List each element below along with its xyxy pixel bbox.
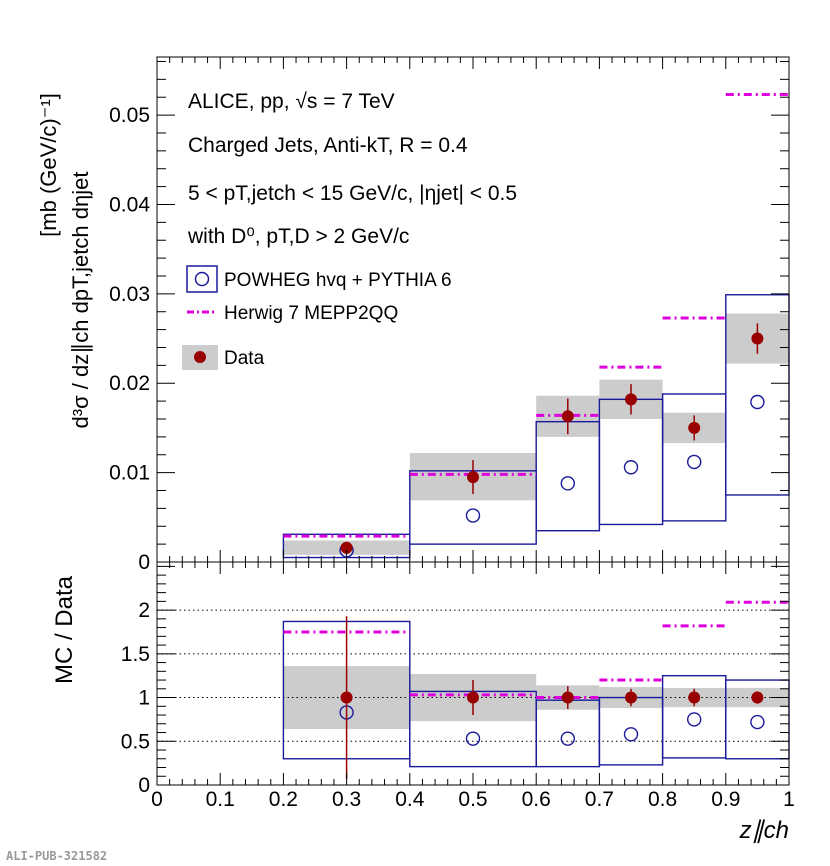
bottom-y-axis-title: MC / Data [51, 575, 78, 684]
bottom-y-tick-label: 2 [138, 599, 150, 622]
top-powheg-marker [560, 476, 575, 491]
x-tick-label: 0.7 [585, 788, 614, 811]
bottom-data-marker [561, 691, 574, 704]
bottom-data-marker [340, 691, 353, 704]
bottom-powheg-marker [560, 731, 575, 746]
x-tick-label: 0 [151, 788, 163, 811]
bottom-powheg-marker [750, 714, 765, 730]
top-y-tick-label: 0.01 [109, 462, 150, 485]
top-y-tick-label: 0 [138, 551, 150, 574]
legend-powheg-marker [194, 271, 210, 287]
x-axis-title: z∥ch [739, 817, 789, 844]
legend-powheg-label: POWHEG hvq + PYTHIA 6 [224, 270, 452, 291]
bottom-powheg-marker [623, 727, 639, 742]
top-y-axis-unit: [mb (GeV/c)⁻¹] [36, 93, 61, 237]
top-powheg-marker [687, 454, 702, 470]
markers-layer [339, 323, 765, 779]
top-data-marker [340, 541, 353, 554]
top-powheg-marker [623, 460, 639, 475]
x-tick-label: 0.2 [269, 788, 298, 811]
top-y-tick-label: 0.03 [109, 283, 150, 306]
bottom-data-marker [751, 691, 764, 704]
legend-powheg-box [186, 265, 218, 293]
legend-herwig-label: Herwig 7 MEPP2QQ [224, 303, 398, 324]
annotation-dmeson: with D⁰, pT,D > 2 GeV/c [187, 225, 409, 248]
bottom-powheg-marker [687, 712, 702, 727]
top-y-tick-label: 0.04 [109, 193, 150, 216]
bottom-y-tick-label: 1 [138, 687, 150, 710]
x-tick-label: 0.4 [395, 788, 425, 811]
annotations: ALICE, pp, √s = 7 TeV Charged Jets, Anti… [187, 90, 517, 248]
legend-data-marker [194, 351, 206, 363]
top-data-marker [751, 332, 764, 345]
x-tick-label: 0.3 [332, 788, 361, 811]
x-tick-label: 0.9 [711, 788, 740, 811]
bottom-data-marker [625, 691, 637, 704]
top-powheg-marker [750, 394, 765, 410]
legend-data-label: Data [224, 348, 265, 369]
top-y-tick-label: 0.05 [109, 104, 150, 127]
annotation-jets: Charged Jets, Anti-kT, R = 0.4 [188, 134, 468, 157]
annotation-kinematics: 5 < pT,jetch < 15 GeV/c, |ηjet| < 0.5 [188, 182, 517, 205]
bottom-panel-frame [156, 561, 790, 786]
legend: POWHEG hvq + PYTHIA 6 Herwig 7 MEPP2QQ D… [182, 265, 452, 370]
x-tick-label: 1 [783, 788, 795, 811]
bottom-powheg-marker [465, 731, 481, 746]
top-y-tick-label: 0.02 [109, 372, 150, 395]
top-data-marker [625, 393, 637, 406]
publication-id: ALI-PUB-321582 [6, 849, 107, 863]
x-tick-label: 0.1 [206, 788, 235, 811]
annotation-experiment: ALICE, pp, √s = 7 TeV [188, 90, 395, 113]
axes-layer: 0 0.1 0.2 0.3 0.4 0.5 0.6 0.7 0.8 0.9 1 0 0.01 0.02 0.… [109, 57, 795, 811]
bottom-data-marker [688, 691, 701, 704]
x-tick-label: 0.6 [522, 788, 551, 811]
bottom-y-tick-label: 0 [138, 774, 150, 797]
bottom-y-tick-label: 1.5 [121, 643, 150, 666]
top-data-marker [561, 410, 574, 423]
top-data-marker [467, 471, 479, 484]
bottom-powheg-box [535, 699, 601, 768]
top-data-marker [688, 421, 701, 434]
bottom-y-tick-label: 0.5 [121, 730, 150, 753]
top-y-axis-title: d³σ / dz∥ch dpT,jetch dηjet [68, 172, 93, 429]
x-tick-label: 0.5 [458, 788, 487, 811]
top-powheg-marker [465, 508, 481, 523]
x-tick-label: 0.8 [648, 788, 677, 811]
bottom-data-marker [467, 691, 479, 704]
